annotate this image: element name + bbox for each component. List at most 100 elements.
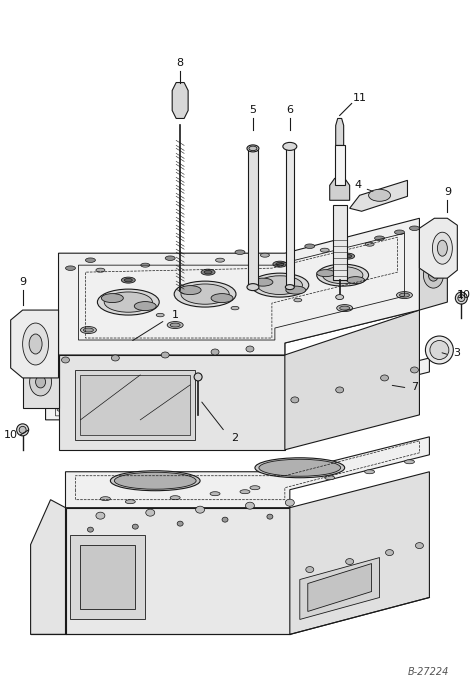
Polygon shape [58,296,419,355]
Ellipse shape [337,305,353,312]
Ellipse shape [36,376,46,388]
Ellipse shape [162,410,169,412]
Ellipse shape [87,527,93,532]
Ellipse shape [305,244,315,249]
Ellipse shape [232,394,284,405]
Polygon shape [58,218,419,355]
Polygon shape [81,545,135,609]
Ellipse shape [181,284,229,304]
Polygon shape [290,472,429,634]
Ellipse shape [100,497,110,500]
Ellipse shape [385,550,393,556]
Text: 7: 7 [411,382,418,392]
Ellipse shape [201,269,215,275]
Ellipse shape [161,352,169,358]
Ellipse shape [456,292,467,304]
Ellipse shape [306,567,314,572]
Ellipse shape [272,403,278,406]
Polygon shape [31,500,65,634]
Ellipse shape [246,502,255,509]
Ellipse shape [174,281,236,307]
Ellipse shape [177,521,183,526]
Polygon shape [350,180,408,211]
Ellipse shape [386,387,393,389]
Ellipse shape [146,509,155,516]
Ellipse shape [346,559,354,565]
Ellipse shape [167,322,183,328]
Ellipse shape [404,459,414,464]
Ellipse shape [267,514,273,519]
Ellipse shape [17,424,28,436]
Ellipse shape [211,294,233,303]
Ellipse shape [341,253,355,259]
Text: 11: 11 [353,92,366,103]
Text: 10: 10 [457,290,471,300]
Ellipse shape [365,243,374,246]
Ellipse shape [110,471,200,491]
Text: B-27224: B-27224 [408,667,449,677]
Polygon shape [285,310,419,450]
Ellipse shape [235,250,245,254]
Ellipse shape [194,373,202,381]
Ellipse shape [291,397,299,403]
Polygon shape [333,205,346,280]
Polygon shape [75,370,195,440]
Ellipse shape [101,294,123,303]
Ellipse shape [369,189,391,201]
Ellipse shape [83,328,93,332]
Ellipse shape [411,381,418,385]
Ellipse shape [428,269,438,281]
Polygon shape [65,508,290,634]
Ellipse shape [410,226,419,231]
Ellipse shape [204,270,212,274]
Ellipse shape [240,490,250,493]
Text: 10: 10 [4,430,18,440]
Ellipse shape [250,486,260,490]
Ellipse shape [231,405,238,408]
Ellipse shape [400,293,410,297]
Ellipse shape [156,313,164,317]
Text: 4: 4 [354,180,361,191]
Ellipse shape [415,543,423,549]
Ellipse shape [29,334,42,354]
Ellipse shape [305,387,355,397]
Ellipse shape [132,524,138,529]
Ellipse shape [249,146,257,150]
Polygon shape [81,375,190,435]
Ellipse shape [344,254,352,258]
Polygon shape [330,178,350,200]
Ellipse shape [325,475,335,480]
Ellipse shape [285,499,294,506]
Ellipse shape [231,306,239,310]
Ellipse shape [125,500,135,504]
Ellipse shape [432,232,452,264]
Polygon shape [300,558,380,620]
Ellipse shape [222,517,228,522]
Ellipse shape [430,340,449,360]
Ellipse shape [210,492,220,495]
Polygon shape [419,243,447,310]
Ellipse shape [260,253,269,257]
Ellipse shape [246,346,254,352]
Ellipse shape [65,266,75,270]
Ellipse shape [23,323,48,365]
Ellipse shape [292,401,298,403]
Ellipse shape [285,285,294,290]
Ellipse shape [276,263,284,266]
Ellipse shape [134,301,156,310]
Ellipse shape [458,295,465,301]
Ellipse shape [426,336,453,364]
Polygon shape [419,218,457,278]
Ellipse shape [286,286,306,294]
Ellipse shape [317,264,369,286]
Ellipse shape [62,357,70,363]
Ellipse shape [294,299,302,302]
Polygon shape [65,437,429,508]
Ellipse shape [340,306,350,310]
Ellipse shape [96,268,105,272]
Ellipse shape [97,289,159,315]
Ellipse shape [57,408,64,412]
Text: 8: 8 [177,58,184,68]
Polygon shape [46,358,429,420]
Ellipse shape [255,458,345,477]
